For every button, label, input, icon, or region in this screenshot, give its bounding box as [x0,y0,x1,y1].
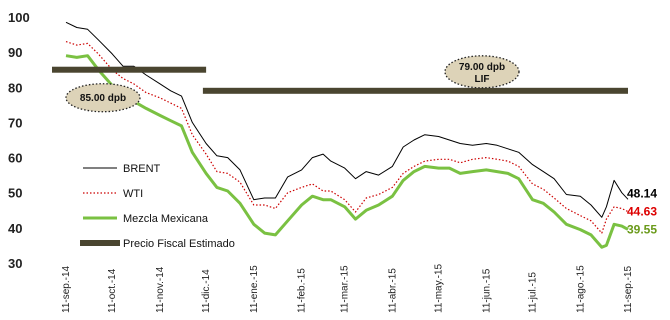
x-tick-label: 11-feb.-15 [297,268,308,313]
y-axis: 30 40 50 60 70 80 90 100 [8,10,30,271]
x-tick-label: 11-jun.-15 [481,268,492,313]
callout-label: LIF [475,74,490,85]
callout-ellipse [444,55,520,89]
x-tick-label: 11-dic.-14 [201,269,212,313]
x-tick-label: 11-sep.-14 [61,265,72,313]
fiscal-price-layer [52,66,628,94]
callout-label: 79.00 dpb [459,62,505,73]
x-axis: 11-sep.-14 11-oct.-14 11-nov.-14 11-dic.-14… [61,263,634,313]
x-tick-label: 11-abr.-15 [387,268,398,313]
x-tick-label: 11-ago.-15 [575,265,586,313]
x-tick-label: 11-ene.-15 [249,265,260,313]
fiscal-price-bar [52,66,207,73]
legend-label: WTI [123,188,143,200]
y-tick-label: 40 [8,221,22,236]
y-tick-label: 30 [8,256,22,271]
end-value-label: 44.63 [627,205,657,219]
series-layer [65,21,629,249]
y-tick-label: 60 [8,151,22,166]
x-tick-label: 11-mar.-15 [340,265,351,313]
callout-label: 85.00 dpb [80,93,126,104]
series-line-wti [65,41,629,234]
legend-swatch-fiscal [80,240,120,246]
y-tick-label: 90 [8,45,22,60]
y-tick-label: 80 [8,80,22,95]
legend-label: BRENT [123,163,161,175]
x-tick-label: 11-oct.-14 [107,268,118,313]
legend: BRENT WTI Mezcla Mexicana Precio Fiscal Est… [80,163,235,250]
x-tick-label: 11-jul.-15 [528,272,539,313]
x-tick-label: 11-nov.-14 [155,266,166,313]
x-tick-label: 11-sep.-15 [623,265,634,313]
end-labels: 48.14 44.63 39.55 [627,186,657,236]
series-line-brent [65,21,629,218]
legend-label: Mezcla Mexicana [123,213,209,225]
fiscal-price-bar [202,87,628,94]
end-value-label: 48.14 [627,186,657,200]
y-tick-label: 50 [8,186,22,201]
legend-label: Precio Fiscal Estimado [123,238,235,250]
x-tick-label: 11-may.-15 [434,263,445,313]
y-tick-label: 100 [8,10,30,25]
end-value-label: 39.55 [627,222,657,236]
y-tick-label: 70 [8,115,22,130]
series-line-mezcla-mexicana [65,54,629,249]
callout-ellipse [65,83,141,113]
